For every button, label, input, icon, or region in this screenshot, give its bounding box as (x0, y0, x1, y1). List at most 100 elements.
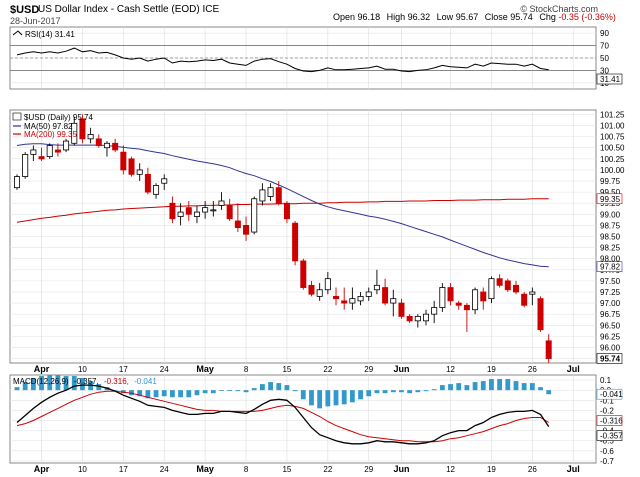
histogram-bar (472, 382, 478, 391)
price-tick-label: 98.50 (600, 233, 621, 242)
candle-body (537, 298, 544, 331)
candle-body (496, 278, 503, 286)
candle-body (431, 307, 438, 315)
histogram-bar (513, 381, 519, 391)
macd-tick-label: -0.5 (600, 437, 614, 446)
candle-body (324, 278, 331, 291)
candle-body (112, 142, 119, 151)
close-last-label: 95.74 (600, 355, 621, 364)
symbol: $USD (10, 4, 40, 16)
price-tick-label: 101.25 (600, 110, 625, 119)
rsi-legend-text: RSI(14) 31.41 (25, 30, 75, 39)
macd-tick-label: -0.7 (600, 457, 614, 466)
macd-last-label: -0.357 (600, 432, 623, 441)
histogram-bar (161, 390, 167, 397)
histogram-bar (480, 381, 486, 391)
security-name: US Dollar Index - Cash Settle (EOD) ICE (38, 4, 220, 15)
candle-body (30, 149, 37, 155)
ma200-legend-text: MA(200) 99.35 (24, 130, 77, 139)
x-tick-label: 17 (119, 365, 128, 374)
candle-body (472, 289, 479, 311)
histogram-bar (407, 390, 413, 394)
candle-body (243, 225, 250, 235)
x-tick-label: 8 (244, 365, 249, 374)
candle-body (422, 313, 429, 322)
price-tick-label: 97.50 (600, 277, 621, 286)
histogram-bar (235, 390, 241, 392)
high-label: High (386, 12, 406, 22)
price-tick-label: 99.50 (600, 188, 621, 197)
candle-body (521, 293, 528, 306)
candle-body (267, 187, 274, 197)
candle-body (341, 300, 348, 304)
histogram-bar (464, 385, 470, 391)
histogram-bar (390, 390, 396, 393)
x-tick-label: 24 (160, 365, 169, 374)
candle-body (455, 302, 462, 306)
open-value: 96.18 (357, 12, 381, 22)
candle-body (398, 302, 405, 317)
price-tick-label: 96.00 (600, 343, 621, 352)
rsi-tick-label: 30 (600, 66, 609, 75)
brand-watermark: © StockCharts.com (520, 4, 598, 14)
candle-body (292, 222, 299, 262)
histogram-bar (497, 379, 503, 391)
ma200-last-label: 99.35 (600, 195, 621, 204)
histogram-bar (358, 390, 363, 400)
x-tick-label: 15 (282, 465, 291, 474)
rsi-tick-label: 90 (600, 29, 609, 38)
histogram-bar (439, 385, 445, 391)
close-label: Close (484, 12, 508, 22)
candle-body (447, 287, 454, 302)
histogram-bar (14, 387, 20, 391)
candle-body (414, 315, 421, 322)
price-tick-label: 97.25 (600, 288, 621, 297)
price-tick-label: 99.00 (600, 210, 621, 219)
x-tick-label: 26 (528, 465, 537, 474)
histogram-bar (145, 390, 151, 399)
macd-legend-v1: -0.357, (74, 377, 99, 386)
macd-legend: MACD(12,26,9) -0.357, -0.316, -0.041 (13, 377, 157, 386)
candle-body (161, 178, 168, 184)
candle-body (144, 173, 151, 193)
signal-last-label: -0.316 (600, 417, 623, 426)
signal-line (16, 390, 549, 443)
x-tick-label: May (196, 464, 214, 474)
candle-body (463, 304, 470, 311)
candle-body (308, 284, 315, 295)
x-tick-label: 10 (78, 365, 87, 374)
x-tick-label: 29 (364, 465, 373, 474)
x-tick-label: Jun (393, 364, 409, 374)
candles (13, 114, 552, 363)
candle-body (504, 280, 511, 291)
candle-body (439, 287, 446, 308)
histogram-bar (505, 379, 511, 391)
histogram-bar (341, 390, 347, 405)
x-tick-label: 12 (446, 465, 455, 474)
rsi-tick-label: 50 (600, 54, 609, 63)
x-tick-label: 19 (487, 465, 496, 474)
ma200-last-box (596, 193, 623, 205)
histogram-bar (227, 390, 233, 391)
price-tick-label: 97.00 (600, 299, 621, 308)
candle-body (46, 145, 53, 158)
histogram-bar (374, 390, 380, 394)
histogram-bar (317, 390, 323, 409)
histogram-bar (71, 376, 77, 391)
candle-body (95, 138, 102, 146)
macd-legend-v3: -0.041 (134, 377, 157, 386)
histogram-bar (529, 383, 535, 391)
x-tick-label: 17 (119, 465, 128, 474)
histogram-bar (30, 378, 36, 391)
candle-body (153, 185, 160, 195)
histogram-bar (431, 389, 437, 391)
x-tick-label: 19 (487, 365, 496, 374)
histogram-bar (96, 384, 102, 391)
candle-body (210, 209, 217, 212)
x-axis-labels-middle: Apr 10 17 24 May 8 15 22 29 Jun 12 19 26 Jul (34, 364, 580, 374)
histogram-bar (120, 390, 126, 394)
macd-line (16, 384, 550, 445)
x-tick-label: 22 (323, 465, 332, 474)
open-label: Open (333, 12, 356, 22)
candle-body (251, 198, 258, 233)
